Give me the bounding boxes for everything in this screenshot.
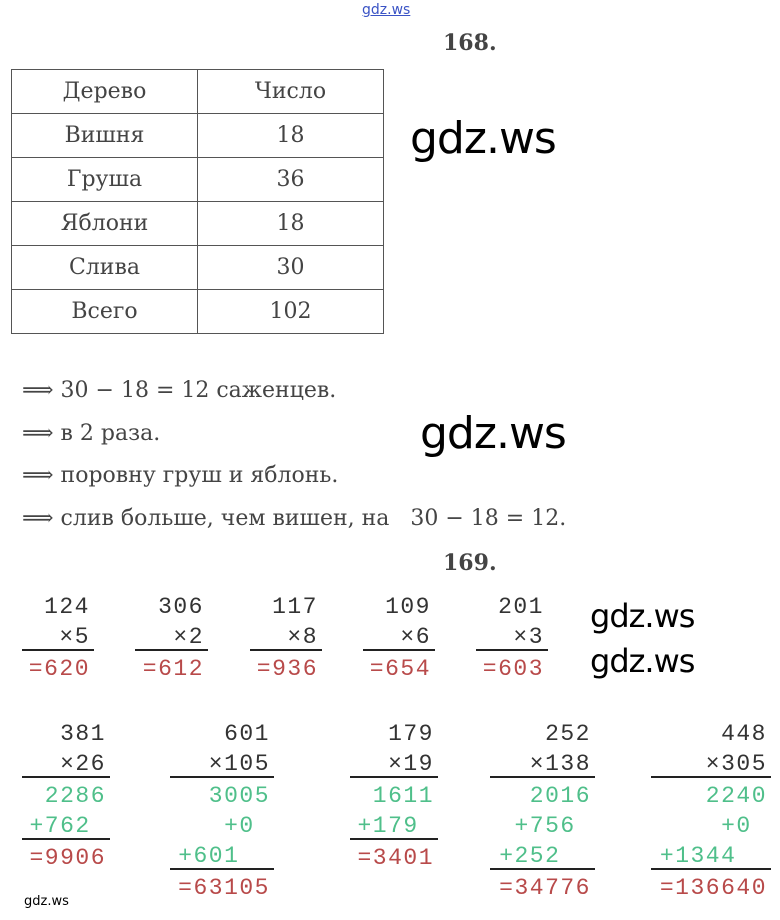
cell: Всего	[11, 289, 198, 334]
multiplicand: 306	[158, 594, 204, 620]
task-168-number: 168.	[443, 30, 497, 56]
multiplicand: 109	[385, 594, 431, 620]
cell: 30	[197, 245, 384, 290]
underline	[651, 868, 771, 870]
underline	[170, 868, 274, 870]
multiplicand: 179	[388, 721, 434, 747]
underline	[22, 838, 110, 840]
implies-arrow-icon: ⟹	[22, 378, 54, 403]
partial-product: +179	[357, 813, 419, 839]
product-result: =34776	[499, 875, 591, 901]
multiplier: ×6	[400, 624, 431, 650]
watermark: gdz.ws	[590, 642, 695, 680]
multiplier: ×5	[59, 624, 90, 650]
multiplicand: 601	[224, 721, 270, 747]
product-result: =620	[28, 656, 90, 682]
watermark-link[interactable]: gdz.ws	[362, 2, 411, 18]
partial-product: +1344	[659, 843, 737, 869]
task-169-number: 169.	[443, 550, 497, 576]
cell: 36	[197, 157, 384, 202]
partial-product: 2016	[529, 783, 591, 809]
underline	[170, 776, 274, 778]
cell: 18	[197, 201, 384, 246]
multiplicand: 252	[545, 721, 591, 747]
cell: Груша	[11, 157, 198, 202]
product-result: =136640	[659, 875, 767, 901]
partial-product: +762	[29, 813, 91, 839]
underline	[490, 776, 595, 778]
multiplier: ×3	[513, 624, 544, 650]
partial-product: +756	[514, 813, 576, 839]
multiplier: ×138	[529, 751, 591, 777]
product-result: =3401	[357, 845, 434, 871]
cell: 18	[197, 113, 384, 158]
product-result: =9906	[29, 845, 106, 871]
implies-arrow-icon: ⟹	[22, 421, 54, 446]
answer-line: ⟹ поровну груш и яблонь.	[22, 463, 339, 488]
underline	[363, 649, 435, 651]
trees-table: Дерево Число Вишня 18 Груша 36 Яблони 18 Сл…	[11, 69, 384, 334]
table-row: Груша 36	[11, 157, 384, 202]
partial-product: 1611	[372, 783, 434, 809]
underline	[22, 776, 110, 778]
multiplicand: 117	[272, 594, 318, 620]
answer-line: ⟹ слив больше, чем вишен, на 30 − 18 = 1…	[22, 506, 567, 531]
underline	[250, 649, 322, 651]
implies-arrow-icon: ⟹	[22, 506, 54, 531]
multiplier: ×2	[173, 624, 204, 650]
header-tree: Дерево	[11, 69, 198, 114]
underline	[135, 649, 208, 651]
table-row: Вишня 18	[11, 113, 384, 158]
cell: 102	[197, 289, 384, 334]
multiplicand: 381	[60, 721, 106, 747]
implies-arrow-icon: ⟹	[22, 463, 54, 488]
multiplicand: 448	[721, 721, 767, 747]
partial-product: +0	[721, 813, 752, 839]
table-row: Всего 102	[11, 289, 384, 334]
cell: Яблони	[11, 201, 198, 246]
partial-product: 2240	[705, 783, 767, 809]
multiplier: ×26	[60, 751, 106, 777]
partial-product: +601	[178, 843, 240, 869]
partial-product: 2286	[44, 783, 106, 809]
watermark: gdz.ws	[24, 894, 69, 909]
watermark: gdz.ws	[410, 113, 557, 164]
product-result: =612	[142, 656, 204, 682]
underline	[350, 776, 438, 778]
watermark: gdz.ws	[590, 597, 695, 635]
multiplier: ×19	[388, 751, 434, 777]
underline	[651, 776, 771, 778]
underline	[490, 868, 595, 870]
product-result: =603	[482, 656, 544, 682]
product-result: =936	[256, 656, 318, 682]
watermark: gdz.ws	[420, 408, 567, 459]
multiplier: ×305	[705, 751, 767, 777]
cell: Вишня	[11, 113, 198, 158]
answer-line: ⟹ в 2 раза.	[22, 421, 161, 446]
table-row: Яблони 18	[11, 201, 384, 246]
multiplicand: 201	[498, 594, 544, 620]
multiplier: ×8	[287, 624, 318, 650]
answer-line: ⟹ 30 − 18 = 12 саженцев.	[22, 378, 337, 403]
underline	[350, 838, 438, 840]
header-count: Число	[197, 69, 384, 114]
multiplier: ×105	[208, 751, 270, 777]
product-result: =63105	[178, 875, 270, 901]
partial-product: +252	[499, 843, 561, 869]
underline	[476, 649, 548, 651]
cell: Слива	[11, 245, 198, 290]
table-header: Дерево Число	[11, 69, 384, 114]
underline	[22, 649, 94, 651]
table-row: Слива 30	[11, 245, 384, 290]
partial-product: +0	[224, 813, 255, 839]
product-result: =654	[369, 656, 431, 682]
partial-product: 3005	[208, 783, 270, 809]
multiplicand: 124	[44, 594, 90, 620]
